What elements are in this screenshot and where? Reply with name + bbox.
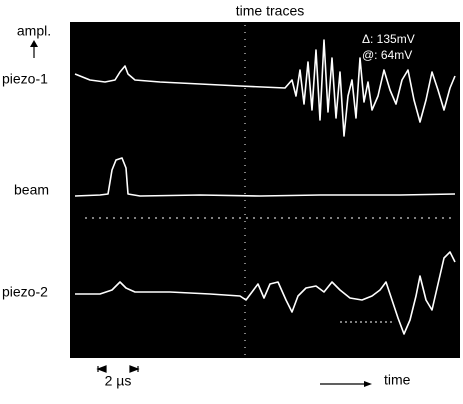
trace-label: piezo-1	[2, 71, 48, 87]
trace-piezo-2	[75, 251, 456, 335]
scale-bar	[96, 365, 140, 373]
scale-label: 2 µs	[105, 373, 132, 389]
y-label: ampl.	[17, 23, 51, 39]
scope-screen: Δ: 135mV @: 64mV	[70, 22, 460, 358]
x-label: time	[384, 372, 411, 388]
readout: @: 64mV	[362, 48, 412, 62]
title: time traces	[236, 3, 304, 19]
x-arrow	[320, 381, 372, 387]
readout: Δ: 135mV	[362, 32, 415, 46]
trace-label: beam	[14, 182, 49, 198]
trace-beam	[74, 157, 456, 197]
trace-label: piezo-2	[2, 284, 48, 300]
y-arrow	[30, 40, 38, 58]
trace-piezo-1	[74, 39, 456, 137]
